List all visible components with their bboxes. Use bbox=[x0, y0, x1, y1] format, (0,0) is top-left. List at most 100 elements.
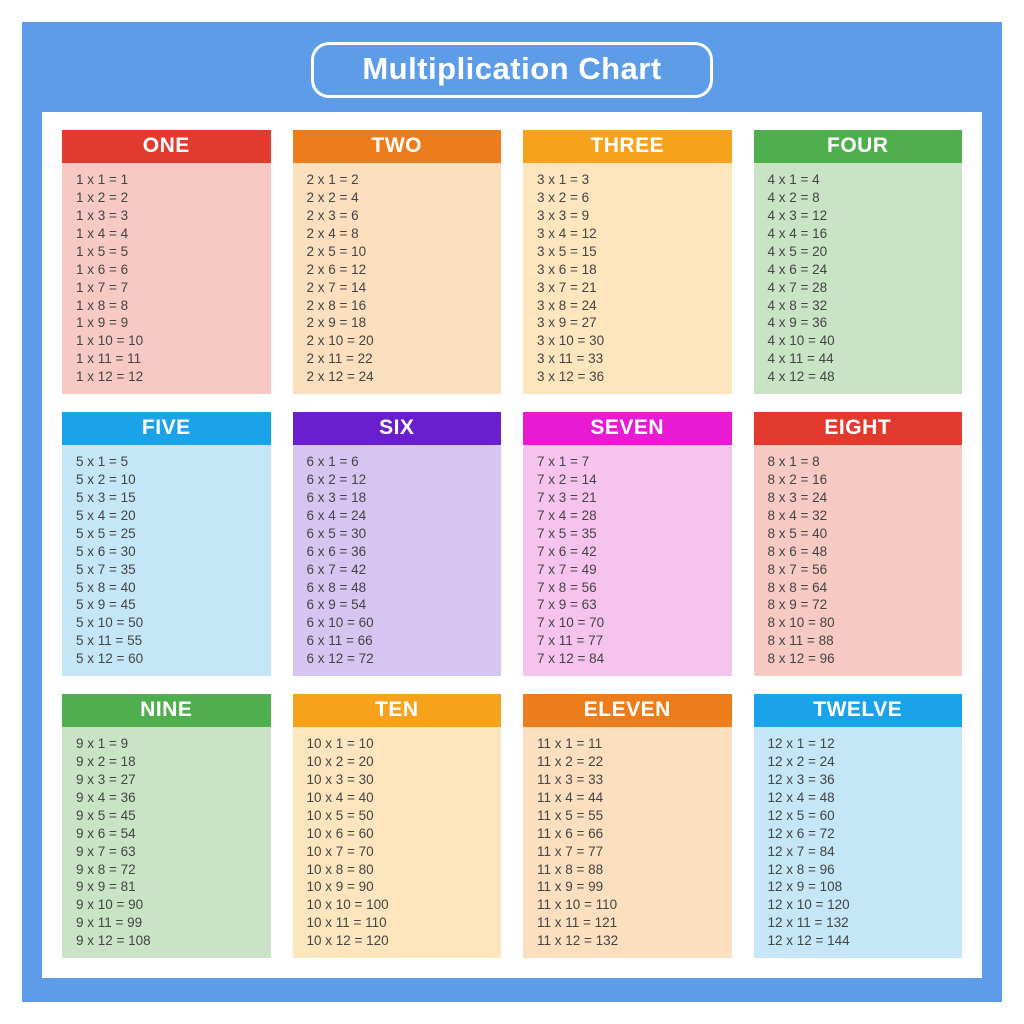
equation-row: 12 x 12 = 144 bbox=[768, 934, 963, 948]
card-header: SIX bbox=[293, 412, 502, 445]
equation-row: 2 x 6 = 12 bbox=[307, 263, 502, 277]
equation-row: 6 x 11 = 66 bbox=[307, 634, 502, 648]
equation-row: 7 x 5 = 35 bbox=[537, 527, 732, 541]
equation-row: 3 x 8 = 24 bbox=[537, 299, 732, 313]
equation-row: 8 x 10 = 80 bbox=[768, 616, 963, 630]
equation-row: 4 x 1 = 4 bbox=[768, 173, 963, 187]
equation-row: 5 x 6 = 30 bbox=[76, 545, 271, 559]
equation-row: 12 x 2 = 24 bbox=[768, 755, 963, 769]
card-header: ONE bbox=[62, 130, 271, 163]
card-header: TWO bbox=[293, 130, 502, 163]
equation-row: 12 x 7 = 84 bbox=[768, 845, 963, 859]
equation-row: 6 x 4 = 24 bbox=[307, 509, 502, 523]
times-table-card: TWO2 x 1 = 22 x 2 = 42 x 3 = 62 x 4 = 82… bbox=[293, 130, 502, 394]
equation-row: 3 x 7 = 21 bbox=[537, 281, 732, 295]
times-table-card: NINE9 x 1 = 99 x 2 = 189 x 3 = 279 x 4 =… bbox=[62, 694, 271, 958]
equation-row: 11 x 1 = 11 bbox=[537, 737, 732, 751]
card-body: 6 x 1 = 66 x 2 = 126 x 3 = 186 x 4 = 246… bbox=[293, 445, 502, 676]
equation-row: 11 x 3 = 33 bbox=[537, 773, 732, 787]
equation-row: 7 x 1 = 7 bbox=[537, 455, 732, 469]
equation-row: 6 x 9 = 54 bbox=[307, 598, 502, 612]
equation-row: 12 x 1 = 12 bbox=[768, 737, 963, 751]
equation-row: 11 x 2 = 22 bbox=[537, 755, 732, 769]
equation-row: 11 x 4 = 44 bbox=[537, 791, 732, 805]
equation-row: 5 x 11 = 55 bbox=[76, 634, 271, 648]
equation-row: 8 x 3 = 24 bbox=[768, 491, 963, 505]
equation-row: 2 x 2 = 4 bbox=[307, 191, 502, 205]
equation-row: 11 x 9 = 99 bbox=[537, 880, 732, 894]
equation-row: 8 x 8 = 64 bbox=[768, 581, 963, 595]
equation-row: 5 x 2 = 10 bbox=[76, 473, 271, 487]
card-body: 3 x 1 = 33 x 2 = 63 x 3 = 93 x 4 = 123 x… bbox=[523, 163, 732, 394]
equation-row: 10 x 10 = 100 bbox=[307, 898, 502, 912]
equation-row: 3 x 5 = 15 bbox=[537, 245, 732, 259]
equation-row: 5 x 10 = 50 bbox=[76, 616, 271, 630]
equation-row: 2 x 5 = 10 bbox=[307, 245, 502, 259]
card-body: 2 x 1 = 22 x 2 = 42 x 3 = 62 x 4 = 82 x … bbox=[293, 163, 502, 394]
equation-row: 3 x 6 = 18 bbox=[537, 263, 732, 277]
card-header: SEVEN bbox=[523, 412, 732, 445]
equation-row: 9 x 1 = 9 bbox=[76, 737, 271, 751]
poster-frame: Multiplication Chart ONE1 x 1 = 11 x 2 =… bbox=[22, 22, 1002, 1002]
card-header: THREE bbox=[523, 130, 732, 163]
equation-row: 5 x 9 = 45 bbox=[76, 598, 271, 612]
tables-grid: ONE1 x 1 = 11 x 2 = 21 x 3 = 31 x 4 = 41… bbox=[62, 130, 962, 958]
equation-row: 8 x 12 = 96 bbox=[768, 652, 963, 666]
equation-row: 7 x 11 = 77 bbox=[537, 634, 732, 648]
card-header: EIGHT bbox=[754, 412, 963, 445]
equation-row: 1 x 10 = 10 bbox=[76, 334, 271, 348]
equation-row: 12 x 4 = 48 bbox=[768, 791, 963, 805]
equation-row: 9 x 7 = 63 bbox=[76, 845, 271, 859]
equation-row: 10 x 1 = 10 bbox=[307, 737, 502, 751]
equation-row: 1 x 6 = 6 bbox=[76, 263, 271, 277]
times-table-card: ONE1 x 1 = 11 x 2 = 21 x 3 = 31 x 4 = 41… bbox=[62, 130, 271, 394]
equation-row: 6 x 2 = 12 bbox=[307, 473, 502, 487]
equation-row: 1 x 12 = 12 bbox=[76, 370, 271, 384]
equation-row: 9 x 2 = 18 bbox=[76, 755, 271, 769]
equation-row: 10 x 9 = 90 bbox=[307, 880, 502, 894]
equation-row: 1 x 8 = 8 bbox=[76, 299, 271, 313]
equation-row: 4 x 10 = 40 bbox=[768, 334, 963, 348]
equation-row: 8 x 7 = 56 bbox=[768, 563, 963, 577]
equation-row: 1 x 4 = 4 bbox=[76, 227, 271, 241]
times-table-card: TEN10 x 1 = 1010 x 2 = 2010 x 3 = 3010 x… bbox=[293, 694, 502, 958]
equation-row: 11 x 12 = 132 bbox=[537, 934, 732, 948]
equation-row: 2 x 1 = 2 bbox=[307, 173, 502, 187]
equation-row: 4 x 8 = 32 bbox=[768, 299, 963, 313]
equation-row: 11 x 10 = 110 bbox=[537, 898, 732, 912]
equation-row: 8 x 6 = 48 bbox=[768, 545, 963, 559]
equation-row: 9 x 8 = 72 bbox=[76, 863, 271, 877]
equation-row: 10 x 5 = 50 bbox=[307, 809, 502, 823]
equation-row: 1 x 9 = 9 bbox=[76, 316, 271, 330]
equation-row: 4 x 11 = 44 bbox=[768, 352, 963, 366]
equation-row: 9 x 6 = 54 bbox=[76, 827, 271, 841]
equation-row: 7 x 3 = 21 bbox=[537, 491, 732, 505]
equation-row: 9 x 4 = 36 bbox=[76, 791, 271, 805]
times-table-card: TWELVE12 x 1 = 1212 x 2 = 2412 x 3 = 361… bbox=[754, 694, 963, 958]
equation-row: 2 x 8 = 16 bbox=[307, 299, 502, 313]
times-table-card: EIGHT8 x 1 = 88 x 2 = 168 x 3 = 248 x 4 … bbox=[754, 412, 963, 676]
title-pill: Multiplication Chart bbox=[311, 42, 712, 98]
equation-row: 5 x 5 = 25 bbox=[76, 527, 271, 541]
card-header: NINE bbox=[62, 694, 271, 727]
equation-row: 8 x 1 = 8 bbox=[768, 455, 963, 469]
card-header: TEN bbox=[293, 694, 502, 727]
equation-row: 4 x 3 = 12 bbox=[768, 209, 963, 223]
card-body: 4 x 1 = 44 x 2 = 84 x 3 = 124 x 4 = 164 … bbox=[754, 163, 963, 394]
equation-row: 10 x 2 = 20 bbox=[307, 755, 502, 769]
equation-row: 10 x 7 = 70 bbox=[307, 845, 502, 859]
card-body: 5 x 1 = 55 x 2 = 105 x 3 = 155 x 4 = 205… bbox=[62, 445, 271, 676]
equation-row: 7 x 8 = 56 bbox=[537, 581, 732, 595]
equation-row: 8 x 5 = 40 bbox=[768, 527, 963, 541]
equation-row: 4 x 12 = 48 bbox=[768, 370, 963, 384]
equation-row: 1 x 7 = 7 bbox=[76, 281, 271, 295]
times-table-card: FIVE5 x 1 = 55 x 2 = 105 x 3 = 155 x 4 =… bbox=[62, 412, 271, 676]
equation-row: 4 x 5 = 20 bbox=[768, 245, 963, 259]
chart-title: Multiplication Chart bbox=[362, 51, 661, 86]
equation-row: 6 x 10 = 60 bbox=[307, 616, 502, 630]
equation-row: 7 x 10 = 70 bbox=[537, 616, 732, 630]
equation-row: 2 x 3 = 6 bbox=[307, 209, 502, 223]
equation-row: 10 x 12 = 120 bbox=[307, 934, 502, 948]
equation-row: 7 x 9 = 63 bbox=[537, 598, 732, 612]
times-table-card: ELEVEN11 x 1 = 1111 x 2 = 2211 x 3 = 331… bbox=[523, 694, 732, 958]
